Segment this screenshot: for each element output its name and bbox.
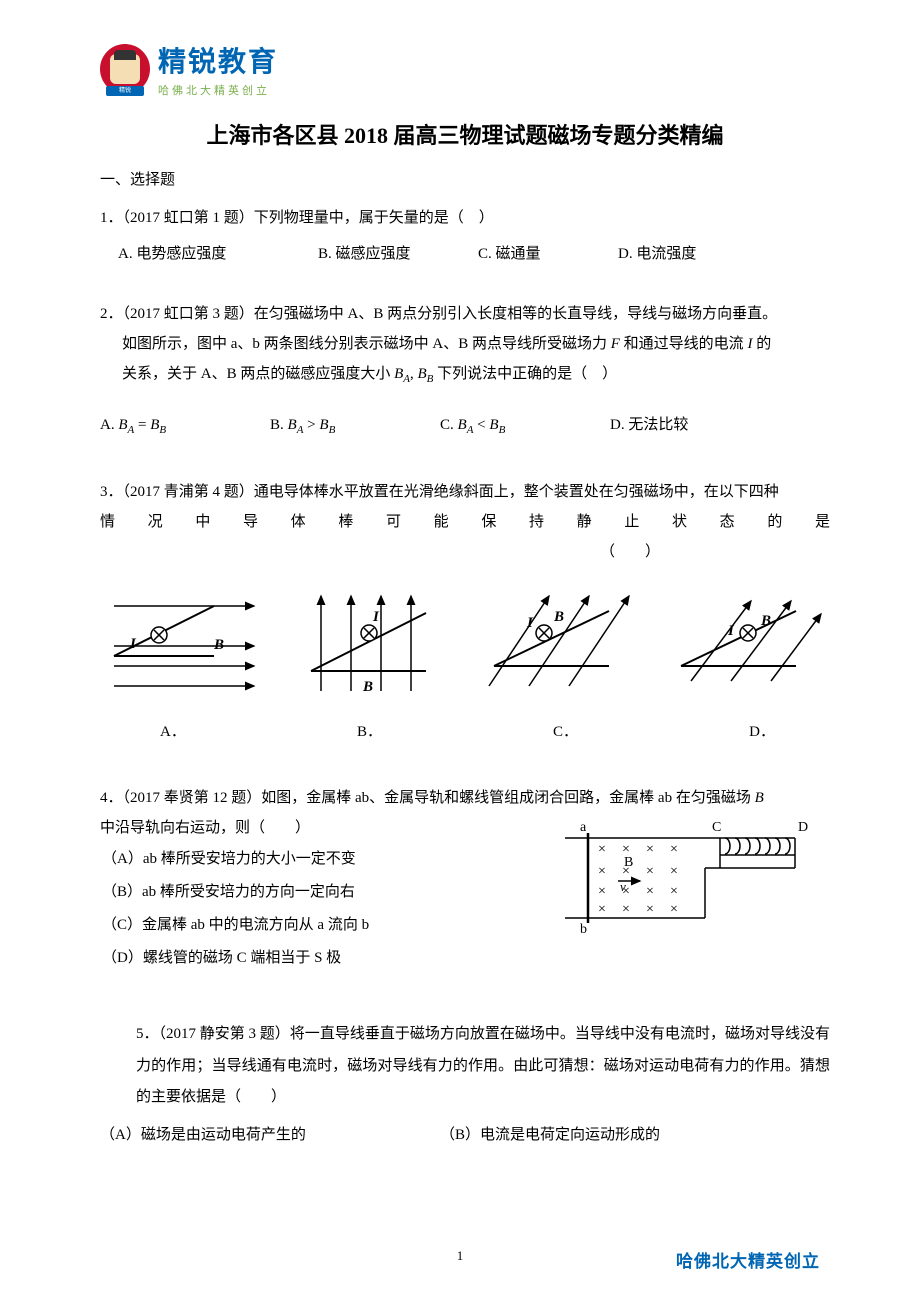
svg-text:B: B bbox=[362, 679, 373, 695]
svg-text:×: × bbox=[598, 864, 606, 879]
svg-text:B: B bbox=[624, 855, 633, 870]
svg-text:×: × bbox=[622, 902, 630, 917]
q2-b-pre: B. bbox=[270, 417, 288, 433]
svg-text:I: I bbox=[526, 615, 534, 631]
question-2: 2．（2017 虹口第 3 题）在匀强磁场中 A、B 两点分别引入长度相等的长直… bbox=[100, 299, 830, 441]
q5-option-b: （B）电流是电荷定向运动形成的 bbox=[440, 1120, 660, 1152]
page-number: 1 bbox=[457, 1248, 464, 1264]
svg-text:B: B bbox=[760, 613, 771, 629]
question-4: 4．（2017 奉贤第 12 题）如图，金属棒 ab、金属导轨和螺线管组成闭合回… bbox=[100, 783, 830, 975]
q2-option-c: C. BA < BB bbox=[440, 410, 610, 441]
q3-line2: 情况中导体棒可能保持静止状态的是 （ ） bbox=[100, 507, 830, 567]
svg-text:B: B bbox=[213, 637, 224, 653]
svg-text:×: × bbox=[646, 842, 654, 857]
svg-text:a: a bbox=[580, 820, 587, 835]
q1-option-a: A. 电势感应强度 bbox=[118, 239, 318, 269]
svg-text:×: × bbox=[646, 902, 654, 917]
q2-line3: 关系，关于 A、B 两点的磁感应强度大小 BA, BB 下列说法中正确的是（ ） bbox=[100, 359, 830, 390]
q2-option-b: B. BA > BB bbox=[270, 410, 440, 441]
logo-strip-text: 精锐 bbox=[106, 86, 144, 96]
brand-logo: 精锐 精锐教育 哈佛北大精英创立 bbox=[100, 40, 830, 98]
svg-text:×: × bbox=[670, 864, 678, 879]
q2-option-a: A. BA = BB bbox=[100, 410, 270, 441]
question-3: 3．（2017 青浦第 4 题）通电导体棒水平放置在光滑绝缘斜面上，整个装置处在… bbox=[100, 477, 830, 747]
q2-d-pre: D. bbox=[610, 417, 628, 433]
q2-l2a: 如图所示，图中 a、b 两条图线分别表示磁场中 A、B 两点导线所受磁场力 bbox=[122, 336, 611, 352]
q2-a-pre: A. bbox=[100, 417, 118, 433]
q2-l2b: 和通过导线的电流 bbox=[620, 336, 748, 352]
svg-text:×: × bbox=[670, 884, 678, 899]
q1-option-c: C. 磁通量 bbox=[478, 239, 618, 269]
q1-option-d: D. 电流强度 bbox=[618, 239, 696, 269]
svg-text:I: I bbox=[727, 623, 735, 639]
svg-text:I: I bbox=[372, 609, 380, 625]
q2-l3a: 关系，关于 A、B 两点的磁感应强度大小 bbox=[122, 366, 394, 382]
q3-l2-text: 情况中导体棒可能保持静止状态的是 bbox=[100, 514, 830, 530]
q4-stem1: 4．（2017 奉贤第 12 题）如图，金属棒 ab、金属导轨和螺线管组成闭合回… bbox=[100, 790, 755, 806]
q4-stem: 4．（2017 奉贤第 12 题）如图，金属棒 ab、金属导轨和螺线管组成闭合回… bbox=[100, 783, 830, 813]
svg-text:×: × bbox=[598, 902, 606, 917]
logo-subtitle: 哈佛北大精英创立 bbox=[158, 82, 278, 98]
svg-text:b: b bbox=[580, 922, 587, 933]
svg-text:×: × bbox=[646, 884, 654, 899]
q3-diagram-a: I B bbox=[104, 591, 264, 701]
q3-line1: 3．（2017 青浦第 4 题）通电导体棒水平放置在光滑绝缘斜面上，整个装置处在… bbox=[100, 477, 830, 507]
q3-paren: （ ） bbox=[600, 544, 660, 560]
q2-line1: 2．（2017 虹口第 3 题）在匀强磁场中 A、B 两点分别引入长度相等的长直… bbox=[100, 299, 830, 329]
svg-text:×: × bbox=[646, 864, 654, 879]
svg-text:×: × bbox=[670, 842, 678, 857]
q2-line2: 如图所示，图中 a、b 两条图线分别表示磁场中 A、B 两点导线所受磁场力 F … bbox=[100, 329, 830, 359]
section-heading: 一、选择题 bbox=[100, 168, 830, 189]
q3-label-a: A． bbox=[160, 717, 186, 747]
q3-label-b: B． bbox=[357, 717, 382, 747]
q2-l2c: 的 bbox=[752, 336, 771, 352]
footer-brand: 哈佛北大精英创立 bbox=[676, 1247, 820, 1272]
q2-c-pre: C. bbox=[440, 417, 458, 433]
page-title: 上海市各区县 2018 届高三物理试题磁场专题分类精编 bbox=[100, 118, 830, 150]
q3-diagram-c: I B bbox=[479, 591, 639, 701]
q3-diagram-d: I B bbox=[666, 591, 826, 701]
logo-title: 精锐教育 bbox=[158, 40, 278, 80]
question-1: 1．（2017 虹口第 1 题）下列物理量中，属于矢量的是（ ） A. 电势感应… bbox=[100, 203, 830, 269]
svg-text:×: × bbox=[598, 884, 606, 899]
q3-label-d: D． bbox=[749, 717, 775, 747]
q3-diagram-b: I B bbox=[291, 591, 451, 701]
q5-option-a: （A）磁场是由运动电荷产生的 bbox=[100, 1120, 440, 1152]
svg-text:×: × bbox=[670, 902, 678, 917]
q3-label-c: C． bbox=[553, 717, 578, 747]
svg-text:B: B bbox=[553, 609, 564, 625]
logo-badge-icon: 精锐 bbox=[100, 44, 150, 94]
svg-text:D: D bbox=[798, 820, 808, 835]
q2-option-d: D. 无法比较 bbox=[610, 410, 780, 441]
q2-d-text: 无法比较 bbox=[628, 417, 688, 433]
q4-circuit-figure: a b ×××× ×××× ×××× ×××× B v bbox=[560, 813, 820, 933]
q4-option-d: （D）螺线管的磁场 C 端相当于 S 极 bbox=[102, 942, 830, 975]
svg-text:I: I bbox=[129, 636, 137, 652]
q1-option-b: B. 磁感应强度 bbox=[318, 239, 478, 269]
q1-stem: 1．（2017 虹口第 1 题）下列物理量中，属于矢量的是（ ） bbox=[100, 203, 830, 233]
question-5: 5．（2017 静安第 3 题）将一直导线垂直于磁场方向放置在磁场中。当导线中没… bbox=[100, 1019, 830, 1151]
q2-l3b: 下列说法中正确的是（ ） bbox=[433, 366, 617, 382]
svg-text:C: C bbox=[712, 820, 721, 835]
svg-text:v: v bbox=[620, 879, 626, 894]
svg-text:×: × bbox=[598, 842, 606, 857]
q5-text: 5．（2017 静安第 3 题）将一直导线垂直于磁场方向放置在磁场中。当导线中没… bbox=[136, 1019, 830, 1114]
